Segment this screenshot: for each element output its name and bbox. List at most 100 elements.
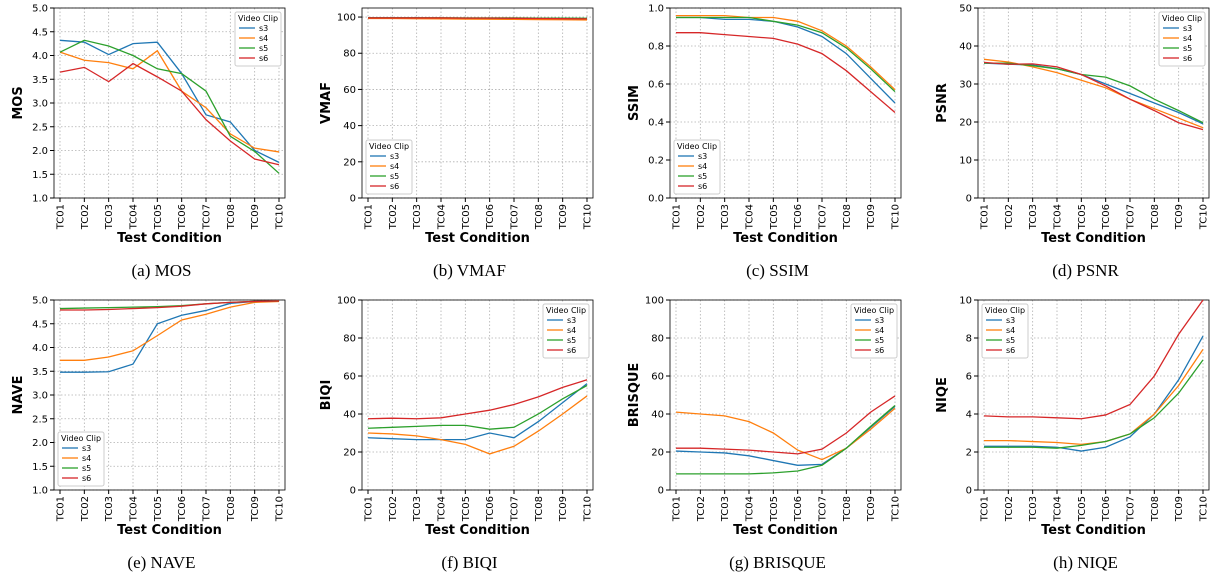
legend-label: s3 <box>390 152 399 161</box>
series-line <box>675 407 896 461</box>
x-tick-label: TC10 <box>1199 496 1210 522</box>
y-tick-label: 2.5 <box>32 414 48 425</box>
y-tick-label: 4.5 <box>32 319 48 330</box>
x-tick-label: TC08 <box>1150 204 1161 230</box>
y-tick-label: 4 <box>966 410 972 421</box>
legend-label: s3 <box>875 316 884 325</box>
legend-label: s6 <box>259 54 268 63</box>
legend-label: s5 <box>875 336 884 345</box>
x-tick-label: TC06 <box>1101 204 1112 230</box>
y-tick-label: 60 <box>343 85 356 96</box>
x-tick-label: TC02 <box>1004 496 1015 522</box>
series-line <box>368 17 588 20</box>
y-tick-label: 0.2 <box>648 156 664 167</box>
x-tick-label: TC03 <box>104 496 115 522</box>
y-tick-label: 0.0 <box>648 194 664 205</box>
legend-label: s5 <box>567 336 576 345</box>
x-tick-label: TC01 <box>980 496 991 522</box>
x-tick-label: TC06 <box>177 204 188 230</box>
series-line <box>367 379 588 420</box>
x-tick-label: TC08 <box>226 204 237 230</box>
legend-label: s6 <box>1006 346 1015 355</box>
subplot: 0 2 4 6 8 10 TC01 TC02 TC03 TC04 TC05 TC06 TC07 TC08 T… <box>935 296 1210 573</box>
x-axis-label: Test Condition <box>117 523 222 538</box>
x-tick-label: TC01 <box>364 496 375 522</box>
x-tick-label: TC09 <box>558 204 569 230</box>
x-tick-label: TC03 <box>104 204 115 230</box>
series-line <box>676 14 896 91</box>
legend-box <box>673 139 721 195</box>
series-line <box>676 32 896 113</box>
y-tick-label: 2.0 <box>32 146 48 157</box>
caption: (f) BIQI <box>441 553 498 572</box>
series-line <box>676 16 896 104</box>
x-tick-label: TC09 <box>1174 496 1185 522</box>
x-tick-label: TC02 <box>80 496 91 522</box>
x-tick-label: TC04 <box>1053 496 1064 522</box>
x-axis-label: Test Condition <box>1041 231 1146 246</box>
y-tick-label: 10 <box>959 156 972 167</box>
x-tick-label: TC05 <box>461 204 472 230</box>
series-line <box>676 395 896 455</box>
y-tick-label: 0 <box>350 194 356 205</box>
series-line <box>983 58 1204 129</box>
x-tick-label: TC05 <box>461 496 472 522</box>
legend-label: s3 <box>259 24 268 33</box>
caption: (d) PSNR <box>1052 261 1119 280</box>
legend-label: s3 <box>1183 24 1192 33</box>
y-tick-label: 8 <box>966 334 972 345</box>
y-tick-label: 40 <box>651 410 664 421</box>
y-tick-label: 100 <box>645 296 664 307</box>
legend-label: s3 <box>698 152 707 161</box>
x-tick-label: TC09 <box>558 496 569 522</box>
x-tick-label: TC09 <box>866 496 877 522</box>
y-tick-label: 50 <box>959 4 972 15</box>
y-tick-label: 0 <box>966 486 972 497</box>
legend-label: s6 <box>875 346 884 355</box>
series-line <box>59 62 280 166</box>
plot-frame <box>53 7 286 199</box>
caption: (e) NAVE <box>127 553 195 572</box>
series-line <box>983 61 1204 131</box>
legend-title: Video Clip <box>61 434 101 443</box>
series-line <box>60 300 280 311</box>
x-tick-label: TC04 <box>437 204 448 230</box>
x-tick-label: TC07 <box>1126 496 1137 522</box>
x-tick-label: TC06 <box>1101 496 1112 522</box>
caption: (h) NIQE <box>1053 553 1118 572</box>
caption: (a) MOS <box>132 261 192 280</box>
x-tick-label: TC07 <box>202 204 213 230</box>
subplot: 0.0 0.2 0.4 0.6 0.8 1.0 TC01 TC02 TC03 TC04 TC05 TC… <box>627 4 902 281</box>
y-tick-label: 6 <box>966 372 972 383</box>
x-tick-label: TC05 <box>1077 496 1088 522</box>
y-tick-label: 1.0 <box>32 486 48 497</box>
y-tick-label: 2.5 <box>32 122 48 133</box>
y-axis-label: VMAF <box>319 82 334 124</box>
x-tick-label: TC01 <box>56 496 67 522</box>
x-tick-label: TC03 <box>412 496 423 522</box>
legend-label: s6 <box>567 346 576 355</box>
x-tick-label: TC01 <box>980 204 991 230</box>
legend-box <box>542 303 590 359</box>
series-line <box>984 335 1204 452</box>
legend-box <box>981 303 1029 359</box>
series-line <box>676 16 896 93</box>
y-tick-label: 1.0 <box>32 194 48 205</box>
series-line <box>60 300 280 361</box>
x-tick-label: TC02 <box>80 204 91 230</box>
legend-label: s6 <box>82 474 91 483</box>
x-tick-label: TC02 <box>696 204 707 230</box>
y-tick-label: 60 <box>343 372 356 383</box>
series-line <box>59 39 280 163</box>
y-tick-label: 30 <box>959 80 972 91</box>
x-tick-label: TC04 <box>745 496 756 522</box>
plot-frame <box>361 299 594 491</box>
legend-label: s5 <box>259 44 268 53</box>
legend-label: s5 <box>1006 336 1015 345</box>
x-tick-label: TC08 <box>842 496 853 522</box>
y-tick-label: 80 <box>343 49 356 60</box>
